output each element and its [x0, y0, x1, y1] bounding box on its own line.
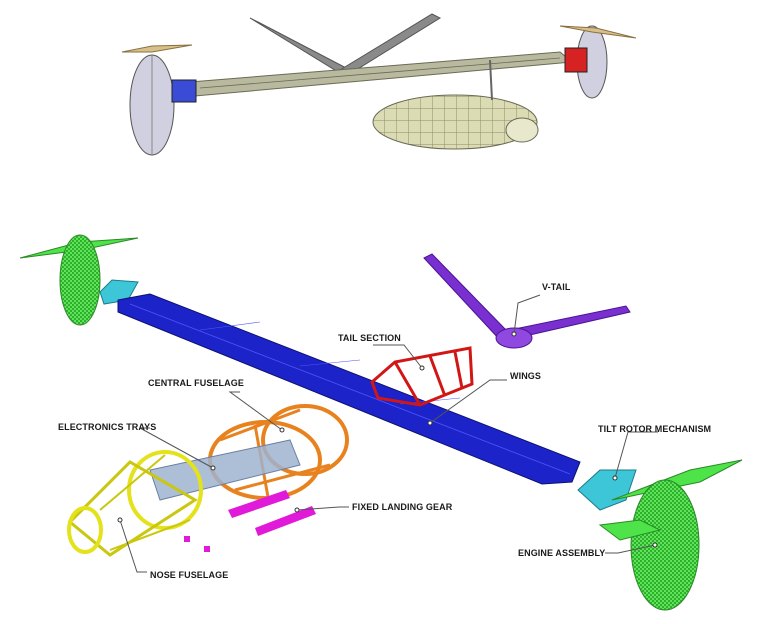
assembled-aircraft: [121, 13, 637, 156]
wings-part: [117, 293, 581, 485]
label-nose-fuselage: NOSE FUSELAGE: [150, 570, 229, 580]
v-tail-part: [423, 253, 631, 349]
label-tilt-rotor-mechanism: TILT ROTOR MECHANISM: [598, 424, 712, 434]
label-wings: WINGS: [510, 371, 541, 381]
label-engine-assembly: ENGINE ASSEMBLY: [518, 548, 606, 558]
engine-right: [577, 459, 743, 611]
leader-lines: [117, 294, 658, 573]
label-central-fuselage: CENTRAL FUSELAGE: [148, 378, 244, 388]
tail-section-part: [370, 346, 474, 407]
electronics-trays-part: [149, 439, 301, 501]
nose-fuselage-part: [67, 450, 203, 557]
label-fixed-landing-gear: FIXED LANDING GEAR: [352, 502, 453, 512]
label-electronics-trays: ELECTRONICS TRAYS: [58, 422, 157, 432]
landing-gear-part: [184, 490, 316, 552]
label-tail-section: TAIL SECTION: [338, 333, 401, 343]
label-v-tail: V-TAIL: [542, 282, 571, 292]
